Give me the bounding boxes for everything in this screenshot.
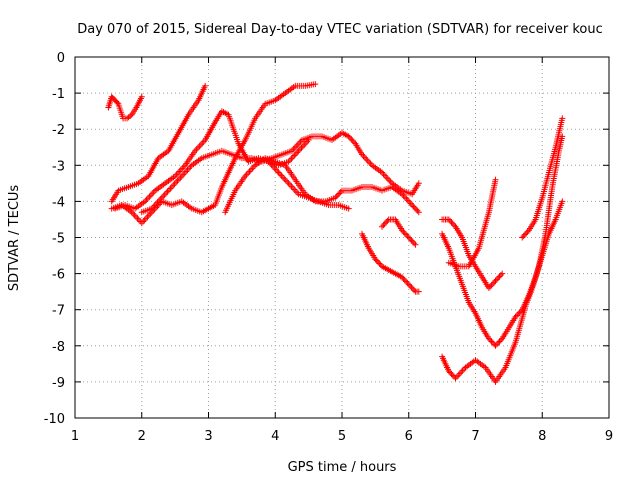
data-point-marks <box>519 115 566 241</box>
x-tick-labels: 1 2 3 4 5 6 7 8 9 <box>71 429 613 444</box>
series-arc-l <box>439 133 566 385</box>
series-arc-i <box>379 216 419 248</box>
data-points <box>105 81 566 385</box>
data-point-marks <box>108 82 209 205</box>
y-tick-label: -8 <box>52 340 65 355</box>
data-point-marks <box>265 158 352 212</box>
series-arc-j <box>439 216 506 291</box>
data-point-marks <box>445 176 499 270</box>
x-tick-label: 8 <box>538 429 546 444</box>
series-arc-g <box>265 158 352 212</box>
x-tick-label: 1 <box>71 429 79 444</box>
data-point-marks <box>439 216 506 291</box>
y-tick-label: -7 <box>52 304 65 319</box>
data-point-marks <box>379 216 419 248</box>
plot-frame <box>74 56 610 419</box>
series-arc-h <box>359 230 422 295</box>
series-arc-d <box>112 108 312 212</box>
series-arc-a <box>105 93 145 122</box>
y-tick-label: -1 <box>52 87 65 102</box>
y-tick-label: -6 <box>52 268 65 283</box>
series-arc-m <box>445 176 499 270</box>
y-axis-label: SDTVAR / TECUs <box>7 185 22 292</box>
y-tick-label: -4 <box>52 195 65 210</box>
x-axis-label: GPS time / hours <box>288 460 397 475</box>
data-point-marks <box>359 230 422 295</box>
y-tick-labels: 0 -1 -2 -3 -4 -5 -6 -7 -8 -9 -10 <box>44 51 65 427</box>
y-tick-label: -10 <box>44 412 65 427</box>
y-tick-label: -2 <box>52 123 65 138</box>
x-tick-label: 9 <box>605 429 613 444</box>
data-point-marks <box>105 93 145 122</box>
y-tick-label: -5 <box>52 232 65 247</box>
x-tick-label: 3 <box>204 429 212 444</box>
data-point-marks <box>112 108 312 212</box>
y-tick-label: -9 <box>52 376 65 391</box>
x-tick-label: 4 <box>271 429 279 444</box>
series-arc-n <box>519 115 566 241</box>
data-point-marks <box>222 155 422 216</box>
x-tick-label: 7 <box>471 429 479 444</box>
x-tick-label: 6 <box>405 429 413 444</box>
grid-lines <box>75 57 609 418</box>
y-tick-label: -3 <box>52 159 65 174</box>
x-tick-label: 2 <box>138 429 146 444</box>
series-arc-f <box>222 155 422 216</box>
y-tick-label: 0 <box>57 51 65 66</box>
data-point-marks <box>439 133 566 385</box>
series-arc-c <box>108 82 209 205</box>
x-tick-label: 5 <box>338 429 346 444</box>
chart-title: Day 070 of 2015, Sidereal Day-to-day VTE… <box>77 22 603 37</box>
